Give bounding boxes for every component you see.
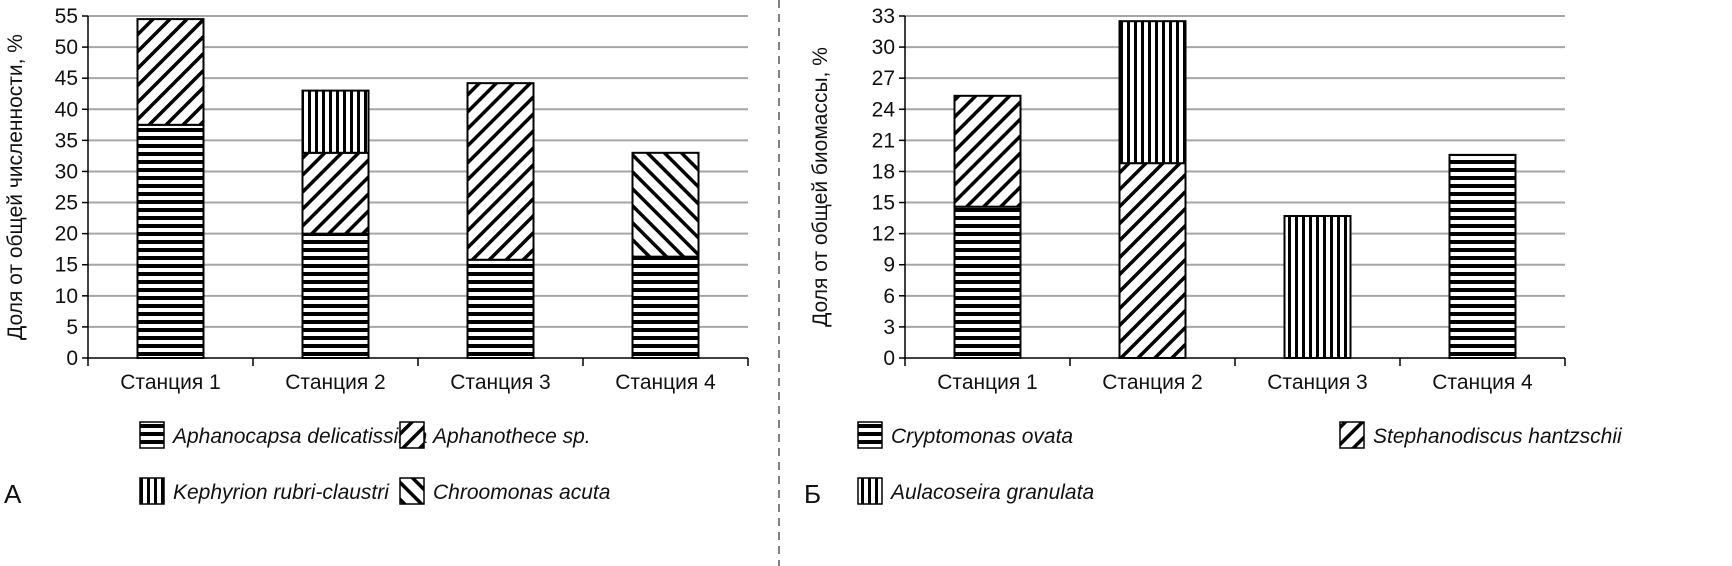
y-tick-label: 18 (872, 160, 895, 183)
bar-segment (953, 205, 1022, 359)
y-tick-label: 25 (55, 192, 78, 215)
y-tick-label: 21 (872, 129, 895, 152)
y-tick-label: 0 (883, 347, 895, 370)
y-tick-label: 50 (55, 36, 78, 59)
x-tick-label: Станция 2 (285, 371, 385, 394)
bar-segment (466, 258, 535, 359)
y-tick-label: 6 (883, 285, 895, 308)
panel-label: А (4, 479, 22, 509)
y-tick-label: 20 (55, 223, 78, 246)
x-tick-label: Станция 1 (937, 371, 1037, 394)
y-tick-label: 15 (872, 192, 895, 215)
x-tick-label: Станция 1 (120, 371, 220, 394)
chart-panel-1: 0 5 10 15 20 25 30 35 40 45 50 55 Доля от общей числ… (4, 5, 749, 509)
legend-label: Aulacoseira granulata (889, 481, 1094, 504)
bar-segment (301, 232, 370, 360)
y-tick-label: 55 (55, 5, 78, 28)
chart-panel-2: 0 3 6 9 12 15 18 21 24 27 30 33 Доля от общей биомас… (804, 5, 1623, 509)
x-tick-label: Станция 3 (450, 371, 550, 394)
y-tick-label: 27 (872, 67, 895, 90)
y-tick-label: 40 (55, 98, 78, 121)
y-tick-label: 30 (872, 36, 895, 59)
legend-label: Kephyrion rubri-claustri (173, 481, 390, 504)
bar-segment (953, 94, 1022, 208)
legend-label: Aphanocapsa delicatissima (171, 425, 427, 448)
panel-label: Б (804, 479, 821, 509)
x-tick-label: Станция 2 (1102, 371, 1202, 394)
legend-swatch (399, 421, 425, 449)
legend-label: Stephanodiscus hantzschii (1373, 425, 1623, 448)
bar-segment (466, 82, 535, 261)
bar-segment (301, 89, 370, 154)
legend-label: Aphanothece sp. (431, 425, 591, 448)
bar-segment (631, 255, 700, 360)
x-tick-label: Станция 3 (1267, 371, 1367, 394)
legend-swatch (857, 421, 883, 449)
y-axis-title: Доля от общей численности, % (4, 34, 27, 340)
legend-swatch (857, 477, 883, 505)
y-tick-label: 3 (883, 316, 895, 339)
bar-segment (136, 18, 205, 126)
legend-swatch (139, 477, 165, 505)
y-tick-label: 12 (872, 223, 895, 246)
y-tick-label: 45 (55, 67, 78, 90)
y-axis-title: Доля от общей биомассы, % (809, 47, 832, 327)
y-tick-label: 0 (66, 347, 78, 370)
x-tick-label: Станция 4 (615, 371, 716, 394)
bar-segment (1118, 162, 1187, 359)
bar-segment (136, 123, 205, 360)
bar-segment (631, 151, 700, 258)
y-tick-label: 30 (55, 160, 78, 183)
legend-swatch (399, 477, 425, 505)
y-tick-label: 5 (66, 316, 78, 339)
y-tick-label: 33 (872, 5, 895, 28)
legend-label: Chroomonas acuta (433, 481, 610, 504)
bar-segment (1283, 215, 1352, 359)
bar-segment (301, 151, 370, 235)
y-tick-label: 24 (872, 98, 896, 121)
legend-label: Cryptomonas ovata (891, 425, 1073, 448)
y-tick-label: 9 (883, 254, 895, 277)
y-tick-label: 15 (55, 254, 78, 277)
bar-segment (1118, 20, 1187, 165)
y-tick-label: 10 (55, 285, 78, 308)
bar-segment (1448, 153, 1517, 359)
y-tick-label: 35 (55, 129, 78, 152)
legend-swatch (139, 421, 165, 449)
legend-swatch (1339, 421, 1365, 449)
x-tick-label: Станция 4 (1432, 371, 1533, 394)
